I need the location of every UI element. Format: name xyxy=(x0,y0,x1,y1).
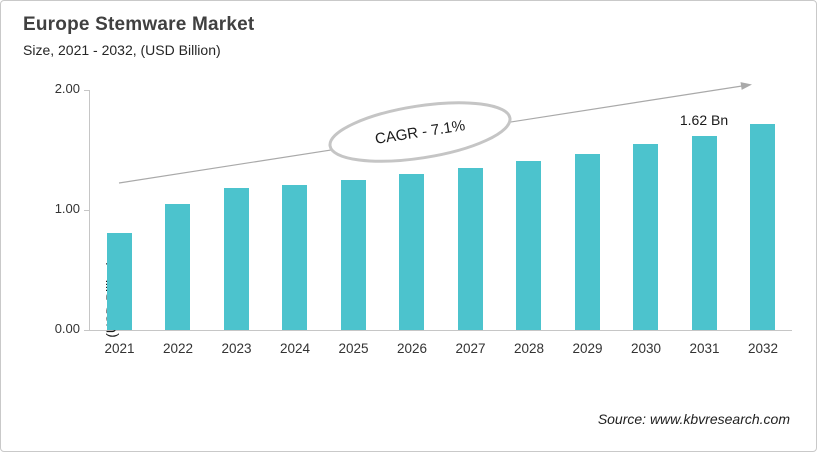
x-axis-label-2025: 2025 xyxy=(338,341,369,356)
chart-subtitle: Size, 2021 - 2032, (USD Billion) xyxy=(23,42,221,58)
bar-2023 xyxy=(223,188,249,330)
y-tick-mark-1.00 xyxy=(84,209,89,211)
bar-2024 xyxy=(282,184,308,330)
bar-2025 xyxy=(340,180,366,330)
x-axis-label-2026: 2026 xyxy=(396,341,428,356)
x-axis-label-2030: 2030 xyxy=(630,341,662,356)
chart-title: Europe Stemware Market xyxy=(23,14,255,35)
y-tick-label-1.00: 1.00 xyxy=(54,201,80,216)
x-axis-label-2031: 2031 xyxy=(689,341,720,356)
bar-2022 xyxy=(165,204,191,330)
bar-2031 xyxy=(691,135,717,330)
bar-2030 xyxy=(633,144,659,330)
bar-2029 xyxy=(574,153,600,330)
y-tick-mark-2.00 xyxy=(84,89,89,91)
x-axis-label-2023: 2023 xyxy=(221,341,252,356)
x-axis-label-2022: 2022 xyxy=(162,341,194,356)
bar-2021 xyxy=(106,232,132,330)
y-tick-mark-0.00 xyxy=(84,329,89,331)
y-tick-label-0.00: 0.00 xyxy=(54,321,80,336)
x-axis-label-2027: 2027 xyxy=(455,341,486,356)
data-label-2031: 1.62 Bn xyxy=(679,112,729,128)
x-axis-label-2029: 2029 xyxy=(572,341,603,356)
x-axis-label-2021: 2021 xyxy=(104,341,135,356)
x-axis-label-2032: 2032 xyxy=(747,341,779,356)
bar-2026 xyxy=(399,174,425,330)
x-axis-label-2024: 2024 xyxy=(279,341,311,356)
bar-2028 xyxy=(516,160,542,330)
trend-arrowhead-icon xyxy=(740,82,752,90)
y-tick-label-2.00: 2.00 xyxy=(54,81,80,96)
bar-2027 xyxy=(457,168,483,330)
x-axis-label-2028: 2028 xyxy=(513,341,545,356)
bar-2032 xyxy=(750,123,776,330)
source-attribution: Source: www.kbvresearch.com xyxy=(597,411,790,427)
